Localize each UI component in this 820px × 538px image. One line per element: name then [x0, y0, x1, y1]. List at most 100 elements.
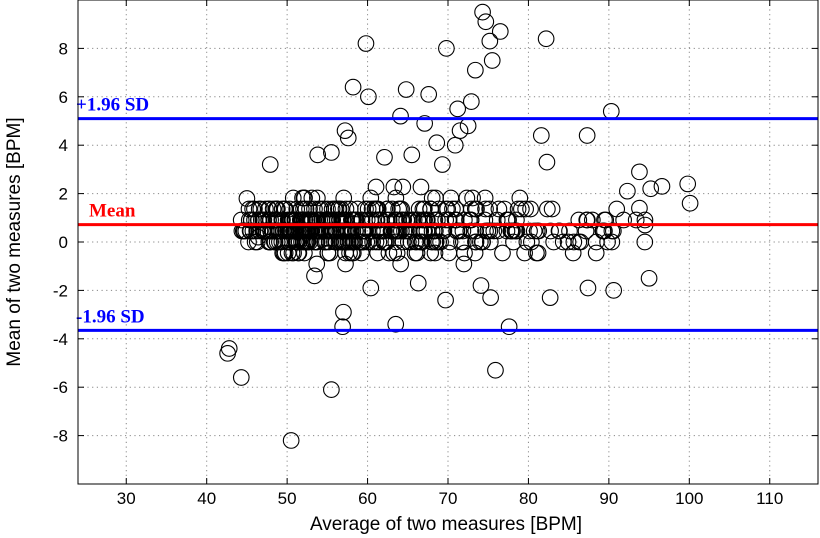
data-point: [466, 200, 484, 218]
data-point: [219, 344, 236, 362]
data-point: [363, 200, 381, 218]
data-point: [578, 211, 596, 229]
data-point: [437, 291, 454, 309]
reference-line-label: Mean: [89, 201, 136, 222]
data-point: [354, 233, 372, 251]
data-point: [472, 277, 490, 294]
data-point: [449, 100, 467, 118]
data-point: [238, 190, 256, 207]
x-tick-label: 110: [756, 489, 783, 508]
data-point: [538, 153, 556, 171]
data-point: [352, 244, 370, 262]
data-point: [335, 233, 352, 251]
data-point: [409, 274, 427, 292]
data-point: [653, 177, 671, 195]
y-tick-label: -4: [53, 330, 68, 349]
x-tick-label: 70: [439, 489, 458, 508]
data-point: [360, 88, 377, 106]
data-point: [442, 189, 460, 207]
data-point: [447, 200, 464, 218]
data-point: [395, 211, 413, 229]
data-point: [349, 200, 366, 218]
data-point: [261, 156, 279, 173]
data-point: [294, 189, 311, 207]
data-point: [517, 200, 534, 218]
data-point: [392, 255, 410, 273]
data-point: [565, 233, 583, 251]
data-point: [481, 233, 499, 251]
y-tick-label: 2: [59, 185, 68, 204]
data-point: [422, 200, 439, 218]
data-point: [462, 93, 480, 110]
data-point: [564, 244, 582, 262]
data-point: [464, 189, 481, 207]
data-point: [570, 211, 588, 229]
data-point: [337, 255, 354, 273]
data-point: [537, 30, 555, 48]
data-point: [605, 282, 623, 299]
data-point: [481, 200, 499, 218]
data-point: [532, 127, 550, 144]
data-point: [631, 199, 648, 217]
data-point: [308, 255, 326, 273]
x-tick-label: 50: [278, 489, 297, 508]
data-point: [367, 178, 385, 196]
data-point: [283, 244, 301, 262]
data-point: [509, 200, 527, 218]
data-point: [385, 178, 403, 196]
data-point: [619, 182, 636, 200]
data-point: [335, 303, 352, 321]
data-point: [341, 200, 359, 218]
data-point: [249, 228, 267, 246]
data-point: [399, 233, 417, 251]
reference-lines: +1.96 SD Mean -1.96 SD: [76, 95, 818, 332]
data-point: [441, 233, 459, 251]
data-point: [587, 244, 605, 262]
data-point: [467, 233, 485, 251]
data-point: [388, 244, 406, 262]
data-point: [500, 318, 518, 336]
data-point: [579, 279, 597, 297]
reference-line-label: -1.96 SD: [76, 306, 145, 327]
data-point: [498, 211, 516, 229]
data-point: [319, 244, 337, 262]
data-point: [543, 200, 561, 218]
data-point: [288, 200, 306, 218]
y-tick-label: -6: [53, 378, 68, 397]
data-point: [539, 200, 556, 218]
data-point: [394, 178, 412, 196]
data-point: [357, 35, 375, 52]
data-point: [438, 40, 455, 57]
data-point: [260, 233, 278, 251]
data-point: [423, 189, 441, 207]
y-tick-label: -2: [53, 281, 68, 300]
data-point: [344, 233, 362, 251]
data-point: [309, 146, 327, 164]
data-point: [335, 189, 353, 207]
data-point: [329, 211, 346, 229]
data-point: [583, 211, 601, 229]
data-point: [419, 211, 436, 229]
data-point: [518, 233, 536, 251]
grid-lines: [78, 0, 818, 484]
data-point: [282, 432, 300, 449]
data-point: [477, 13, 495, 31]
data-point: [232, 369, 250, 386]
data-point: [627, 211, 645, 229]
data-point: [376, 148, 393, 166]
data-point: [289, 244, 307, 262]
data-point: [369, 244, 386, 262]
data-point: [477, 200, 494, 218]
data-point: [455, 255, 473, 273]
data-point: [323, 381, 340, 398]
data-point: [317, 211, 334, 229]
x-axis-label: Average of two measures [BPM]: [310, 514, 582, 535]
data-point: [257, 200, 274, 218]
data-point: [397, 81, 415, 98]
y-tick-label: 0: [59, 233, 68, 252]
data-point: [246, 211, 263, 229]
data-point: [440, 244, 458, 262]
data-point: [483, 52, 501, 69]
data-point: [275, 244, 293, 262]
data-point: [496, 200, 513, 218]
